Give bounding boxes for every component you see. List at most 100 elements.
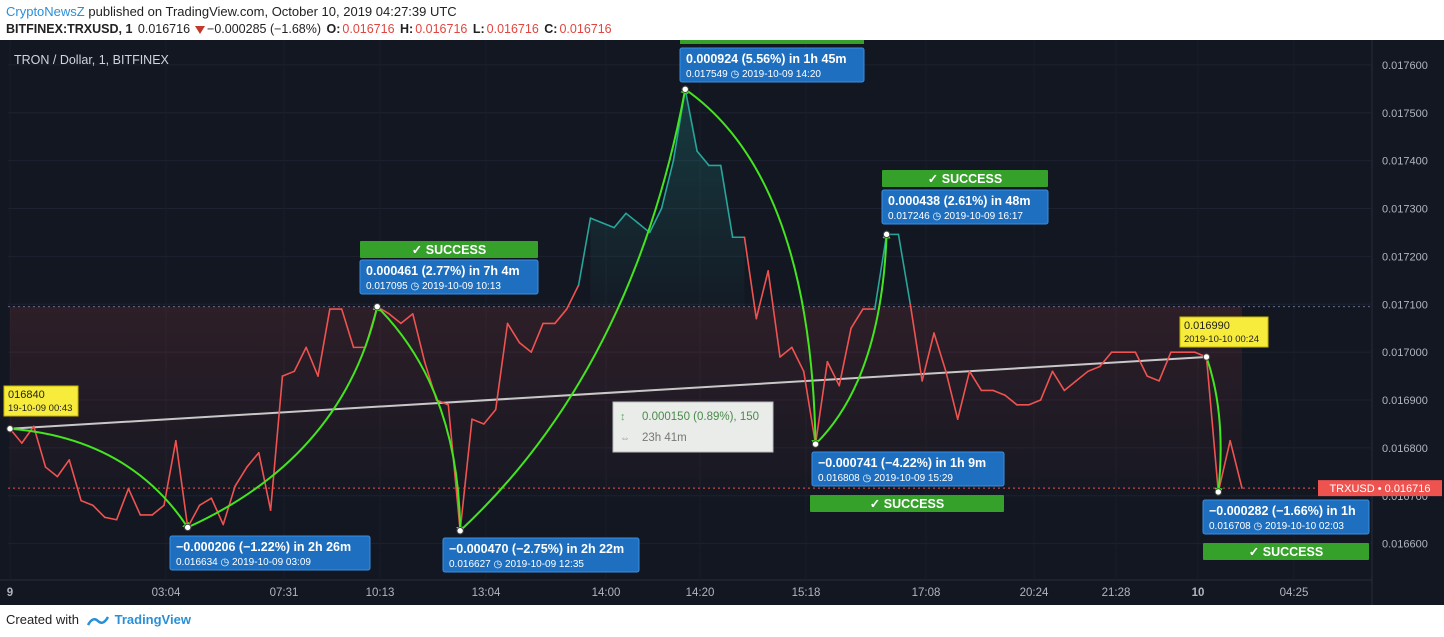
price-segment xyxy=(696,150,710,167)
swing-point xyxy=(681,85,689,94)
down-triangle-icon xyxy=(195,25,206,34)
price-note-date: 2019-10-10 00:24 xyxy=(1184,334,1259,345)
time-tick-label: 07:31 xyxy=(270,587,299,599)
price-segment xyxy=(44,466,59,478)
price-segment xyxy=(956,370,971,420)
footer: Created with TradingView xyxy=(6,612,191,627)
price-segment xyxy=(1087,365,1101,373)
price-segment xyxy=(660,159,675,210)
price-segment xyxy=(625,212,639,224)
price-segment xyxy=(577,217,592,286)
arrow-curve xyxy=(814,230,891,445)
price-segment xyxy=(163,439,177,507)
measure-time-icon: ⇔ xyxy=(620,433,630,444)
success-badge xyxy=(360,241,538,258)
swing-point xyxy=(6,425,14,433)
price-segment xyxy=(589,217,604,224)
annotations: −0.000206 (−1.22%) in 2h 26m 0.016634 ◷ 2… xyxy=(3,40,1370,573)
price-segment xyxy=(305,346,319,377)
price-segment xyxy=(779,346,793,358)
price-segment xyxy=(921,332,935,382)
price-tick-label: 0.017600 xyxy=(1382,60,1428,72)
price-segment xyxy=(317,308,331,377)
success-badge-top xyxy=(680,40,864,44)
price-segment xyxy=(92,504,106,519)
swing-point xyxy=(1202,353,1211,361)
price-segment xyxy=(684,88,698,152)
range-fill xyxy=(10,306,1242,489)
time-axis[interactable]: 9 03:04 07:31 10:13 13:04 14:00 14:20 15:18 17:0… xyxy=(7,587,1309,599)
price-segment xyxy=(838,327,852,387)
swing-point xyxy=(183,523,192,532)
published-text: published on TradingView.com, October 10… xyxy=(88,4,457,19)
price-segment xyxy=(601,222,615,229)
price-segment xyxy=(269,375,284,511)
price-segment xyxy=(1039,370,1054,401)
callout-main: −0.000282 (−1.66%) in 1h xyxy=(1209,504,1356,518)
price-segment xyxy=(506,322,521,344)
price-segment xyxy=(933,332,947,373)
price-segment xyxy=(32,425,47,468)
measure-box xyxy=(612,401,774,453)
high-label: H: xyxy=(400,22,414,36)
time-tick-label: 13:04 xyxy=(472,587,501,599)
price-segment xyxy=(281,370,296,377)
price-segment xyxy=(743,236,758,320)
success-label: ✓ SUCCESS xyxy=(412,243,486,257)
trend-segment xyxy=(9,355,1207,430)
arrow-curve xyxy=(1205,356,1223,496)
price-segment xyxy=(56,459,71,478)
success-badge xyxy=(810,495,1004,512)
price-segment xyxy=(483,408,497,425)
callout-main: 0.000438 (2.61%) in 48m xyxy=(888,194,1030,208)
chart-title: TRON / Dollar, 1, BITFINEX xyxy=(14,53,170,67)
callout-sub: 0.017095 ◷ 2019-10-09 10:13 xyxy=(366,281,501,292)
callout-sub: 0.016627 ◷ 2019-10-09 12:35 xyxy=(449,559,584,570)
price-axis[interactable]: 0.017600 0.017500 0.017400 0.017300 0.017200… xyxy=(1318,60,1442,551)
ohlc-line: BITFINEX:TRXUSD, 1 0.016716 −0.000285 (−1… xyxy=(6,22,614,36)
success-badge xyxy=(1203,543,1369,560)
price-segment xyxy=(719,164,734,239)
swing-point xyxy=(456,527,464,535)
close-value: 0.016716 xyxy=(559,22,612,36)
success-label: ✓ SUCCESS xyxy=(928,172,1002,186)
publish-line: CryptoNewsZ published on TradingView.com… xyxy=(6,4,457,19)
price-segment xyxy=(968,370,983,392)
measure-price: 0.000150 (0.89%), 150 xyxy=(642,411,759,423)
callout-sub: 0.016634 ◷ 2019-10-09 03:09 xyxy=(176,557,311,568)
success-label: ✓ SUCCESS xyxy=(1249,545,1323,559)
price-segment xyxy=(115,487,130,521)
price-badge xyxy=(1318,480,1442,497)
callout-main: −0.000741 (−4.22%) in 1h 9m xyxy=(818,456,986,470)
price-segment xyxy=(802,370,817,445)
arrow-curve xyxy=(187,302,381,529)
price-note xyxy=(3,385,79,417)
publisher-link[interactable]: CryptoNewsZ xyxy=(6,4,85,19)
price-segment xyxy=(565,284,580,310)
price-segment xyxy=(411,313,426,363)
callout-main: −0.000470 (−2.75%) in 2h 22m xyxy=(449,542,624,556)
price-series xyxy=(9,88,1243,532)
price-segment xyxy=(388,313,402,325)
price-segment xyxy=(1205,356,1220,493)
time-tick-label: 21:28 xyxy=(1102,587,1131,599)
price-tick-label: 0.017200 xyxy=(1382,251,1428,263)
price-segment xyxy=(791,346,805,373)
price-segment xyxy=(246,451,260,468)
price-tick-label: 0.017300 xyxy=(1382,204,1428,216)
price-segment xyxy=(21,425,35,444)
price-tick-label: 0.016800 xyxy=(1382,443,1428,455)
swing-point xyxy=(1214,488,1223,496)
price-chart[interactable]: 0.017600 0.017500 0.017400 0.017300 0.017200… xyxy=(0,40,1444,605)
tradingview-brand[interactable]: TradingView xyxy=(114,612,191,627)
time-tick-label: 10 xyxy=(1192,587,1205,599)
price-segment xyxy=(459,418,473,532)
price-segment xyxy=(1075,370,1089,382)
price-segment xyxy=(992,389,1006,397)
success-badge xyxy=(882,170,1048,187)
price-segment xyxy=(1217,439,1231,493)
time-tick-label: 14:20 xyxy=(686,587,715,599)
price-note-date: 19-10-09 00:43 xyxy=(8,403,72,414)
price-segment xyxy=(210,497,225,526)
price-tick-label: 0.017000 xyxy=(1382,347,1428,359)
